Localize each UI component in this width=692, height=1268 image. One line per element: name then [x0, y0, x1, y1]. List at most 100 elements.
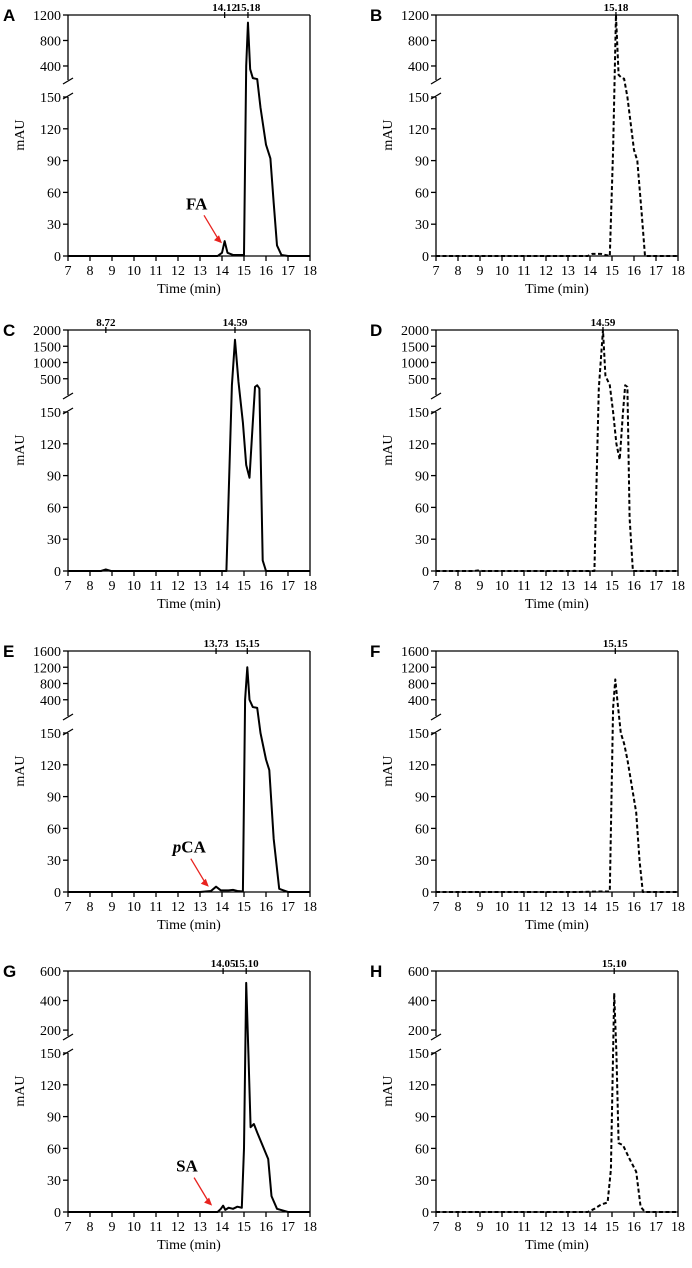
x-tick-label: 14	[215, 264, 229, 279]
peak-label: 15.18	[236, 2, 261, 14]
x-tick-label: 12	[539, 264, 553, 279]
axis-break	[430, 77, 442, 85]
x-axis-label: Time (min)	[525, 918, 589, 933]
x-tick-label: 9	[477, 900, 484, 915]
y-tick-label: 150	[408, 1047, 429, 1062]
x-tick-label: 8	[87, 264, 94, 279]
x-tick-label: 17	[281, 579, 295, 594]
x-tick-label: 16	[627, 579, 641, 594]
x-tick-label: 15	[237, 900, 251, 915]
panel-label: G	[3, 962, 16, 981]
x-tick-label: 13	[193, 264, 207, 279]
y-axis-label: mAU	[13, 119, 28, 150]
y-tick-label: 60	[415, 1142, 429, 1157]
axis-break	[62, 407, 74, 415]
x-tick-label: 15	[605, 1220, 619, 1235]
axis-break	[430, 1048, 442, 1056]
y-tick-label: 800	[40, 34, 61, 49]
y-tick-label: 120	[40, 759, 61, 774]
y-tick-label: 120	[40, 438, 61, 453]
axis-break	[62, 392, 74, 400]
annotation-part: SA	[176, 1157, 198, 1176]
x-axis-label: Time (min)	[157, 597, 221, 612]
y-tick-label: 1600	[33, 645, 61, 660]
chromatogram-line	[436, 992, 678, 1213]
x-tick-label: 15	[605, 900, 619, 915]
y-tick-label: 120	[408, 759, 429, 774]
y-tick-label: 600	[40, 965, 61, 980]
x-tick-label: 9	[109, 264, 116, 279]
y-axis-label: mAU	[381, 755, 396, 786]
x-tick-label: 12	[539, 579, 553, 594]
panel-label: E	[3, 642, 14, 661]
x-tick-label: 7	[433, 264, 440, 279]
x-tick-label: 9	[477, 1220, 484, 1235]
x-tick-label: 11	[517, 264, 530, 279]
y-tick-label: 1500	[401, 340, 429, 355]
x-tick-label: 7	[433, 1220, 440, 1235]
annotation-part: CA	[181, 838, 206, 857]
y-tick-label: 30	[47, 854, 61, 869]
peak-label: 15.15	[603, 638, 628, 650]
x-tick-label: 8	[455, 1220, 462, 1235]
axis-break	[430, 92, 442, 100]
peak-label: 8.72	[96, 317, 116, 329]
x-tick-label: 15	[237, 579, 251, 594]
x-tick-label: 18	[303, 264, 317, 279]
x-tick-label: 12	[171, 900, 185, 915]
axis-break	[430, 728, 442, 736]
peak-label: 13.73	[204, 638, 229, 650]
chromatogram-line	[436, 329, 678, 572]
x-tick-label: 9	[477, 579, 484, 594]
y-tick-label: 1600	[401, 645, 429, 660]
y-tick-label: 1200	[33, 9, 61, 24]
x-tick-label: 11	[149, 579, 162, 594]
x-axis-label: Time (min)	[157, 282, 221, 297]
x-tick-label: 16	[259, 1220, 273, 1235]
y-tick-label: 0	[54, 565, 61, 580]
x-tick-label: 12	[539, 900, 553, 915]
x-tick-label: 17	[281, 900, 295, 915]
x-tick-label: 13	[561, 579, 575, 594]
x-tick-label: 16	[259, 579, 273, 594]
y-tick-label: 120	[40, 1079, 61, 1094]
x-tick-label: 18	[303, 900, 317, 915]
chromatogram-line	[436, 14, 678, 257]
x-tick-label: 17	[649, 264, 663, 279]
y-tick-label: 600	[408, 965, 429, 980]
x-axis-label: Time (min)	[157, 918, 221, 933]
y-tick-label: 0	[422, 250, 429, 265]
y-tick-label: 90	[47, 1111, 61, 1126]
y-tick-label: 1200	[401, 661, 429, 676]
peak-label: 14.12	[212, 2, 237, 14]
x-tick-label: 7	[433, 900, 440, 915]
y-tick-label: 0	[54, 250, 61, 265]
y-tick-label: 1200	[401, 9, 429, 24]
y-tick-label: 60	[47, 822, 61, 837]
y-tick-label: 150	[408, 727, 429, 742]
axis-break	[62, 713, 74, 721]
y-tick-label: 500	[40, 373, 61, 388]
x-tick-label: 12	[171, 264, 185, 279]
x-tick-label: 11	[149, 264, 162, 279]
y-axis-label: mAU	[13, 755, 28, 786]
x-tick-label: 16	[627, 900, 641, 915]
x-tick-label: 17	[281, 1220, 295, 1235]
chromatogram-line	[68, 338, 310, 572]
x-tick-label: 10	[495, 579, 509, 594]
y-tick-label: 2000	[401, 324, 429, 339]
axis-break	[430, 713, 442, 721]
x-tick-label: 14	[583, 264, 597, 279]
x-tick-label: 13	[561, 1220, 575, 1235]
y-tick-label: 150	[40, 727, 61, 742]
y-tick-label: 0	[54, 1206, 61, 1221]
y-tick-label: 120	[408, 123, 429, 138]
annotation-arrow	[193, 1177, 210, 1203]
x-tick-label: 18	[671, 264, 685, 279]
y-tick-label: 200	[408, 1024, 429, 1039]
